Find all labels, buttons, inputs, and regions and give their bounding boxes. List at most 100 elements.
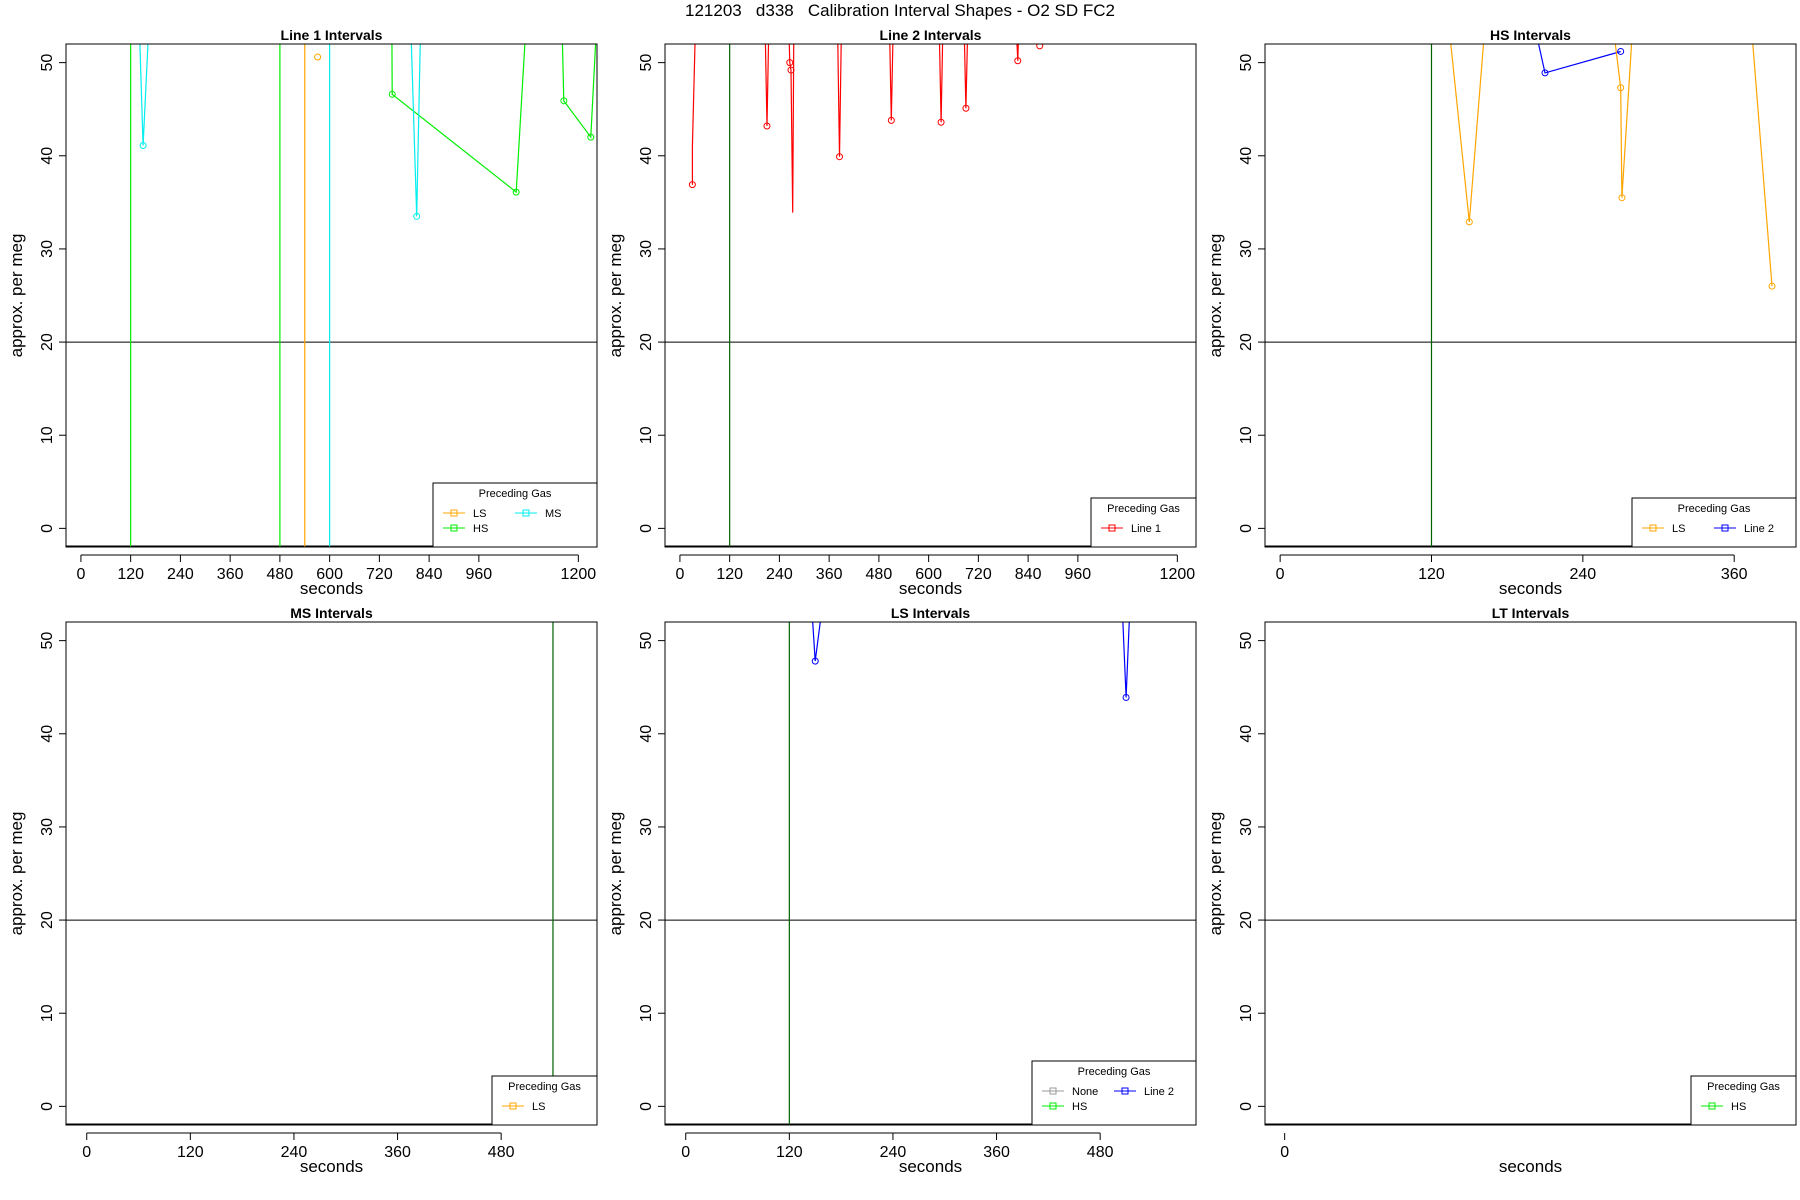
legend-title: Preceding Gas <box>479 488 552 500</box>
legend-box <box>432 482 598 548</box>
data-point <box>560 97 568 105</box>
data-point <box>1617 47 1625 55</box>
legend-swatch-marker <box>1708 1102 1716 1110</box>
x-tick-label: 120 <box>776 1144 803 1161</box>
legend-title: Preceding Gas <box>1707 1081 1780 1093</box>
series-line <box>1752 44 1773 287</box>
chart-panel-3: HS Intervals 0 10 20 30 40 50 0 120 240 360 seconds… <box>1206 27 1797 598</box>
legend-swatch-marker <box>1649 524 1657 532</box>
plot-area <box>1265 44 1796 547</box>
plot-area <box>66 622 597 1125</box>
legend-swatch-marker <box>1108 524 1116 532</box>
series-line <box>963 44 968 109</box>
panel-title: LS Intervals <box>891 605 971 621</box>
y-tick-label: 40 <box>638 725 655 743</box>
y-tick-label: 0 <box>39 1102 56 1111</box>
y-tick-label: 40 <box>1238 147 1255 165</box>
series-line <box>764 44 770 127</box>
legend-box <box>491 1075 598 1126</box>
legend-swatch-marker <box>1049 1087 1057 1095</box>
y-tick-label: 30 <box>39 240 56 258</box>
data-point <box>811 657 819 665</box>
legend: Preceding Gas None HS Line 2 <box>1031 1060 1197 1126</box>
data-point <box>786 59 794 67</box>
plot-frame <box>664 621 1197 1126</box>
x-tick-label: 360 <box>983 1144 1010 1161</box>
legend-title: Preceding Gas <box>1078 1066 1151 1078</box>
data-point <box>937 118 945 126</box>
series-line <box>1016 44 1019 61</box>
y-tick-label: 0 <box>638 524 655 533</box>
legend-entry-label: LS <box>532 1101 545 1113</box>
x-tick-label: 0 <box>1276 566 1285 583</box>
x-tick-label: 600 <box>316 566 343 583</box>
data-point <box>763 122 771 130</box>
x-tick-label: 0 <box>76 566 85 583</box>
x-tick-label: 600 <box>915 566 942 583</box>
series-line <box>788 44 795 213</box>
x-axis-label: seconds <box>899 1157 962 1176</box>
y-tick-label: 0 <box>1238 1102 1255 1111</box>
data-point <box>1617 84 1625 92</box>
legend-swatch-marker <box>1049 1102 1057 1110</box>
y-tick-label: 50 <box>638 54 655 72</box>
legend-swatch-marker <box>450 524 458 532</box>
series-line <box>691 44 696 185</box>
x-tick-label: 480 <box>1087 1144 1114 1161</box>
series-line <box>837 44 842 157</box>
y-tick-label: 10 <box>39 1004 56 1022</box>
x-tick-label: 720 <box>366 566 393 583</box>
data-point <box>587 133 595 141</box>
series-line <box>812 622 821 662</box>
x-axis-label: seconds <box>1499 1157 1562 1176</box>
legend-box <box>1631 497 1797 548</box>
plot-area <box>66 44 597 547</box>
x-tick-label: 0 <box>82 1144 91 1161</box>
x-tick-label: 720 <box>965 566 992 583</box>
x-tick-label: 240 <box>281 1144 308 1161</box>
y-tick-label: 30 <box>39 818 56 836</box>
y-tick-label: 40 <box>39 147 56 165</box>
x-tick-label: 960 <box>466 566 493 583</box>
chart-panel-2: Line 2 Intervals 0 10 20 30 40 50 0 120 240 360 480… <box>606 27 1197 598</box>
x-tick-label: 480 <box>488 1144 515 1161</box>
data-point <box>1768 282 1776 290</box>
panel-title: HS Intervals <box>1490 27 1571 43</box>
legend-entry-label: HS <box>1731 1101 1746 1113</box>
x-axis-label: seconds <box>300 579 363 598</box>
series-line <box>1537 44 1621 74</box>
series-line <box>938 44 944 123</box>
x-tick-label: 0 <box>681 1144 690 1161</box>
y-axis-label: approx. per meg <box>1206 812 1225 936</box>
series-line <box>889 44 894 121</box>
plot-frame <box>65 43 598 548</box>
legend-swatch-marker <box>509 1102 517 1110</box>
legend-swatch-marker <box>1121 1087 1129 1095</box>
data-point <box>962 104 970 112</box>
x-axis-label: seconds <box>899 579 962 598</box>
plot-frame <box>65 621 598 1126</box>
x-tick-label: 1200 <box>1160 566 1196 583</box>
data-point <box>887 116 895 124</box>
legend-box <box>1090 497 1197 548</box>
chart-panel-6: LT Intervals 0 10 20 30 40 50 0 seconds approx. p… <box>1206 605 1797 1176</box>
legend-title: Preceding Gas <box>508 1081 581 1093</box>
y-axis-label: approx. per meg <box>1206 234 1225 358</box>
y-tick-label: 10 <box>638 426 655 444</box>
y-tick-label: 20 <box>638 333 655 351</box>
data-point <box>139 142 147 150</box>
plot-area <box>665 44 1196 547</box>
x-axis-label: seconds <box>1499 579 1562 598</box>
panel-title: Line 1 Intervals <box>281 27 383 43</box>
legend-swatch-marker <box>450 509 458 517</box>
series-line <box>561 44 597 139</box>
legend-box <box>1031 1060 1197 1126</box>
y-tick-label: 0 <box>39 524 56 533</box>
data-point <box>512 188 520 196</box>
data-point <box>388 90 396 98</box>
x-tick-label: 240 <box>766 566 793 583</box>
y-tick-label: 10 <box>39 426 56 444</box>
legend-entry-label: LS <box>473 508 486 520</box>
series-line <box>1122 622 1130 698</box>
